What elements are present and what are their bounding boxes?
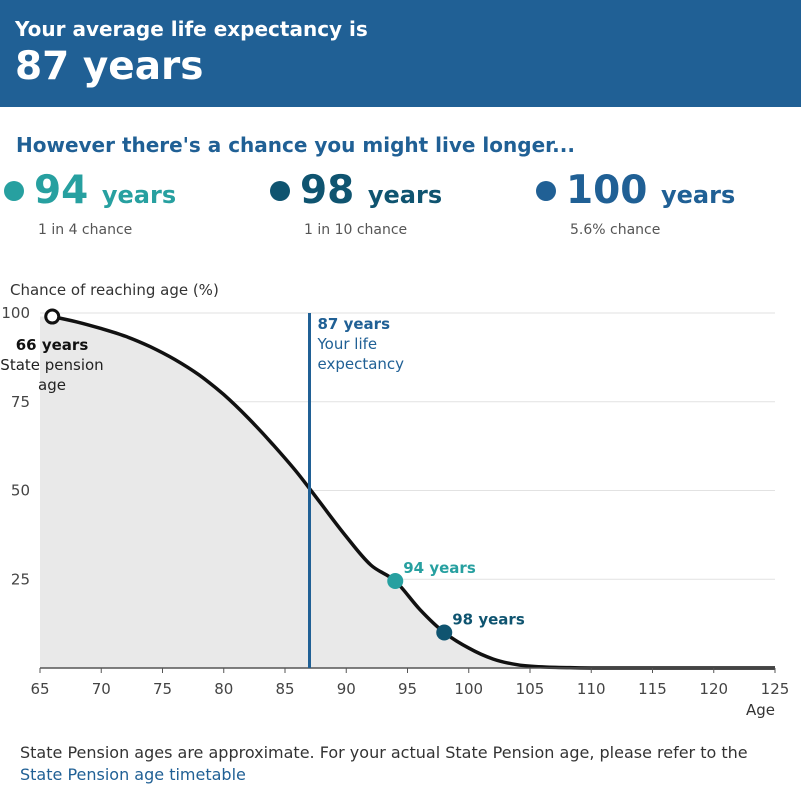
y-tick-label: 100 (1, 304, 30, 322)
y-tick-label: 25 (11, 570, 30, 588)
stat-dot-icon (270, 181, 290, 201)
x-tick-label: 110 (577, 680, 606, 698)
stat-value-line: 98 years (300, 168, 442, 218)
marker-98-years (436, 624, 453, 641)
stat-value: 94 (34, 168, 89, 213)
stat-value-line: 100 years (566, 168, 735, 218)
x-tick-label: 115 (638, 680, 667, 698)
x-tick-label: 95 (398, 680, 417, 698)
stat-value-line: 94 years (34, 168, 176, 218)
x-tick-label: 65 (30, 680, 49, 698)
y-tick-label: 50 (11, 482, 30, 500)
x-axis-title: Age (746, 701, 775, 719)
x-tick-label: 125 (761, 680, 790, 698)
x-tick-label: 90 (337, 680, 356, 698)
x-tick-label: 100 (454, 680, 483, 698)
stat-unit: years (367, 181, 443, 209)
life-expectancy-label: 87 years (318, 315, 391, 333)
stat-dot-icon (536, 181, 556, 201)
marker-94-years (387, 573, 404, 590)
survival-area (40, 316, 775, 669)
stat-unit: years (101, 181, 177, 209)
life-expectancy-text-line1: Your life (317, 335, 378, 353)
survival-chart: 25 50 75 100 65 70 75 80 85 90 95 100 105 110 115 120 12… (0, 281, 790, 719)
y-axis-title: Chance of reaching age (%) (10, 281, 219, 299)
stat-value: 98 (300, 168, 355, 213)
marker-label-94-years: 94 years (403, 559, 476, 577)
life-expectancy-text-line2: expectancy (318, 355, 405, 373)
footer-note: State Pension ages are approximate. For … (20, 742, 750, 786)
x-tick-label: 80 (214, 680, 233, 698)
life-expectancy-banner: Your average life expectancy is 87 years (0, 0, 801, 107)
x-tick-label: 85 (275, 680, 294, 698)
state-pension-label: 66 years (16, 336, 89, 354)
stat-chance: 1 in 4 chance (38, 222, 133, 238)
stat-chance: 1 in 10 chance (304, 222, 408, 238)
x-tick-label: 70 (92, 680, 111, 698)
x-tick-label: 120 (699, 680, 728, 698)
footer-text: State Pension ages are approximate. For … (20, 743, 748, 762)
state-pension-marker (44, 308, 61, 325)
banner-title: Your average life expectancy is (15, 17, 368, 41)
stat-dot-icon (4, 181, 24, 201)
stat-chance: 5.6% chance (570, 222, 661, 238)
stat-value: 100 (566, 168, 648, 213)
state-pension-text-line2: age (38, 376, 66, 394)
x-tick-label: 105 (516, 680, 545, 698)
marker-label-98-years: 98 years (452, 611, 525, 629)
banner-value: 87 years (15, 44, 204, 89)
y-tick-label: 75 (11, 393, 30, 411)
x-tick-label: 75 (153, 680, 172, 698)
stat-unit: years (661, 181, 736, 209)
pension-timetable-link[interactable]: State Pension age timetable (20, 765, 246, 784)
subheading: However there's a chance you might live … (16, 133, 575, 157)
state-pension-text-line1: State pension (0, 356, 103, 374)
